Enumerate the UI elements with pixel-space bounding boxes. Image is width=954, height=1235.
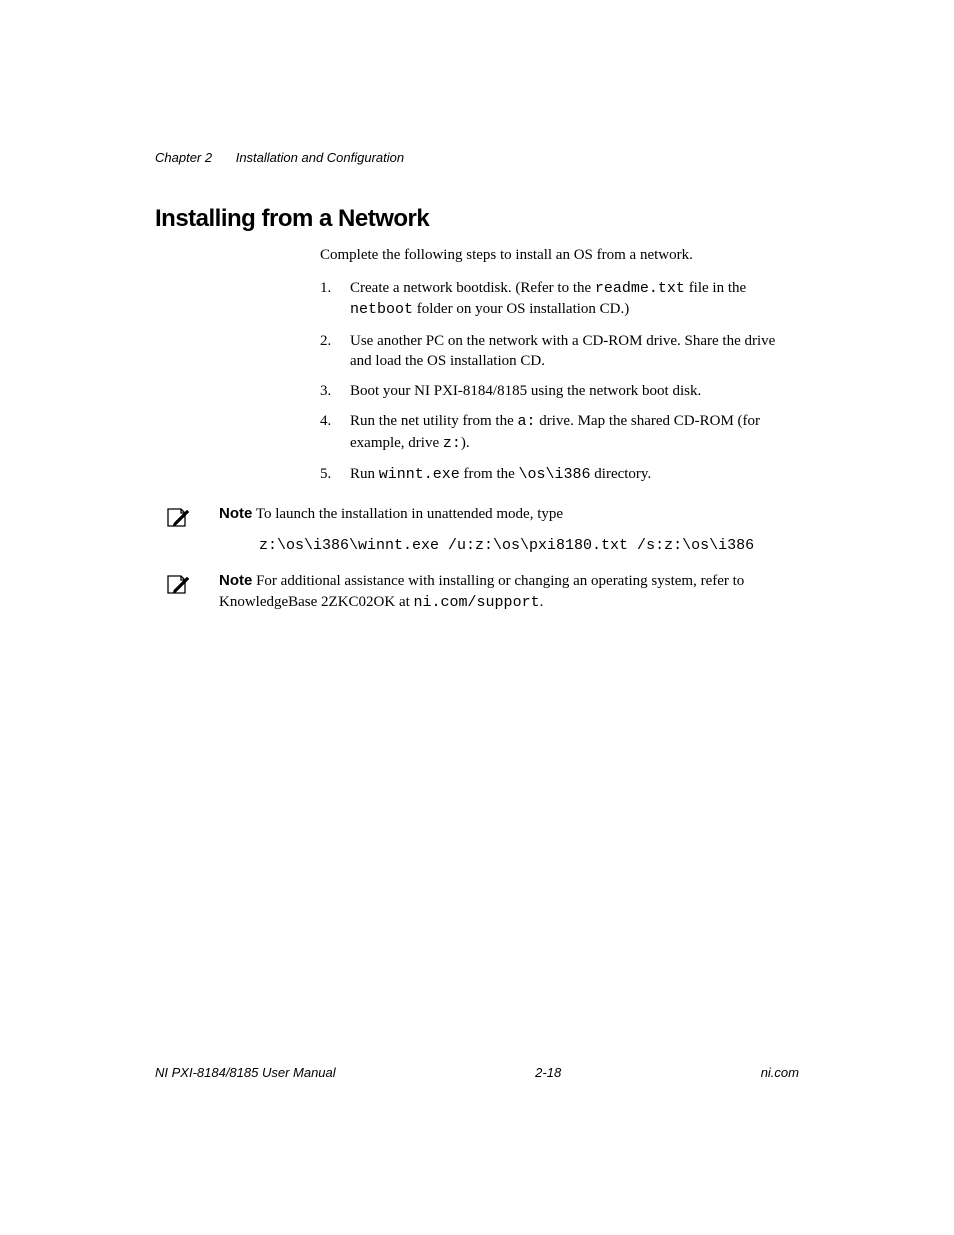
note-block: Note For additional assistance with inst… [155,570,799,613]
running-header: Chapter 2 Installation and Configuration [155,150,799,165]
note-icon [165,572,189,596]
steps-list: 1.Create a network bootdisk. (Refer to t… [320,278,799,485]
page-footer: NI PXI-8184/8185 User Manual 2-18 ni.com [155,1065,799,1080]
note-code: z:\os\i386\winnt.exe /u:z:\os\pxi8180.tx… [259,535,754,556]
note-label: Note [219,572,252,589]
note-block: Note To launch the installation in unatt… [155,503,799,556]
header-title: Installation and Configuration [236,150,404,165]
note-text: Note For additional assistance with inst… [219,570,799,613]
step-item: 5.Run winnt.exe from the \os\i386 direct… [320,464,799,485]
note-label: Note [219,505,252,522]
note-icon [165,505,189,529]
step-number: 2. [320,331,331,351]
step-item: 2.Use another PC on the network with a C… [320,331,799,372]
step-number: 4. [320,411,331,431]
note-text: Note To launch the installation in unatt… [219,503,754,556]
body-content: Complete the following steps to install … [320,247,799,485]
footer-right: ni.com [761,1065,799,1080]
footer-center: 2-18 [535,1065,561,1080]
section-title: Installing from a Network [155,205,799,233]
step-item: 1.Create a network bootdisk. (Refer to t… [320,278,799,321]
header-chapter: Chapter 2 [155,150,212,165]
step-item: 3.Boot your NI PXI-8184/8185 using the n… [320,381,799,401]
step-item: 4.Run the net utility from the a: drive.… [320,411,799,454]
intro-text: Complete the following steps to install … [320,247,799,264]
step-number: 5. [320,464,331,484]
step-number: 1. [320,278,331,298]
step-number: 3. [320,381,331,401]
page: Chapter 2 Installation and Configuration… [0,0,954,1235]
footer-left: NI PXI-8184/8185 User Manual [155,1065,336,1080]
